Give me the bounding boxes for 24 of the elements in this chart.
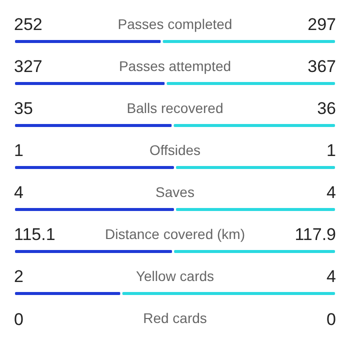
data-label: 252 xyxy=(14,15,42,34)
data-label: 1 xyxy=(14,141,24,160)
chart-title: Balls recovered xyxy=(126,100,224,116)
chart-title: Distance covered (km) xyxy=(104,226,246,242)
data-label: 35 xyxy=(14,99,33,118)
data-label: 115.1 xyxy=(14,225,56,244)
data-label: 297 xyxy=(308,15,336,34)
data-label: 1 xyxy=(326,141,336,160)
data-label: 4 xyxy=(326,183,336,202)
chart-title: Saves xyxy=(156,184,194,200)
data-label: 367 xyxy=(308,57,336,76)
text: 0 xyxy=(14,310,24,329)
chart-title: Yellow cards xyxy=(136,268,214,284)
chart-title: Passes attempted xyxy=(118,58,232,74)
data-label: 2 xyxy=(14,267,24,286)
data-label: 4 xyxy=(14,183,24,202)
chart-title: Offsides xyxy=(149,142,201,158)
text: 0 xyxy=(326,310,336,329)
text: Red cards xyxy=(143,310,207,326)
data-label: 4 xyxy=(326,267,336,286)
data-label: 117.9 xyxy=(294,225,336,244)
data-label: 327 xyxy=(14,57,42,76)
chart-title: Passes completed xyxy=(118,16,232,32)
data-label: 36 xyxy=(317,99,336,118)
